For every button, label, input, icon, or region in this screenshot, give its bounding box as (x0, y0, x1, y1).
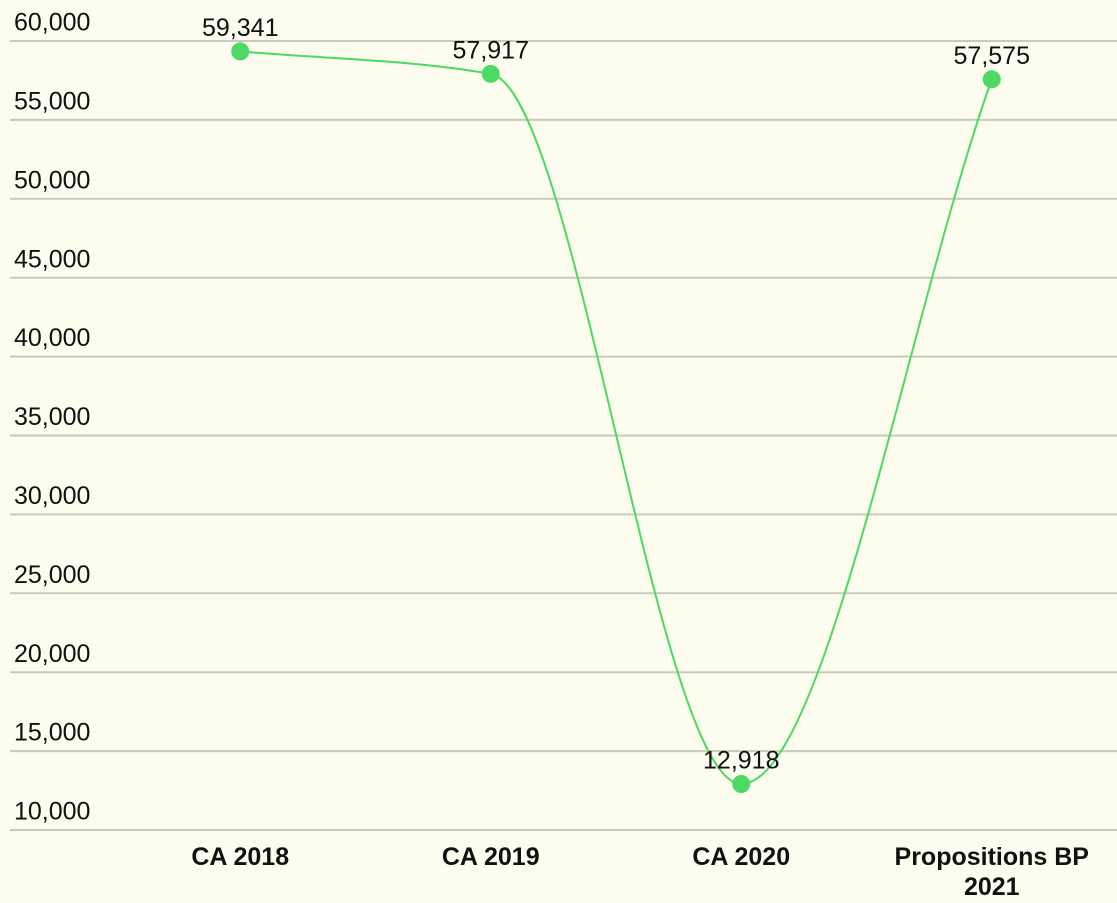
y-tick-label: 25,000 (14, 561, 90, 589)
data-label: 57,575 (954, 42, 1030, 70)
y-tick-label: 35,000 (14, 403, 90, 431)
data-label: 59,341 (202, 14, 278, 42)
y-tick-label: 45,000 (14, 245, 90, 273)
y-tick-label: 15,000 (14, 719, 90, 747)
data-label: 57,917 (453, 36, 529, 64)
point (481, 64, 500, 83)
point (231, 42, 250, 61)
x-tick-label: CA 2018 (191, 843, 290, 871)
y-tick-label: 60,000 (14, 9, 90, 37)
x-tick-label: Propositions BP 2021 (894, 843, 1089, 901)
y-tick-label: 20,000 (14, 640, 90, 668)
y-tick-label: 40,000 (14, 324, 90, 352)
x-tick-label: CA 2019 (441, 843, 540, 871)
y-tick-label: 55,000 (14, 88, 90, 116)
point (732, 774, 751, 793)
point (982, 70, 1001, 89)
data-label: 12,918 (703, 747, 779, 775)
y-tick-label: 30,000 (14, 482, 90, 510)
y-tick-label: 50,000 (14, 166, 90, 194)
line (240, 50, 993, 785)
x-tick-label: CA 2020 (692, 843, 791, 871)
y-tick-label: 10,000 (14, 798, 90, 826)
